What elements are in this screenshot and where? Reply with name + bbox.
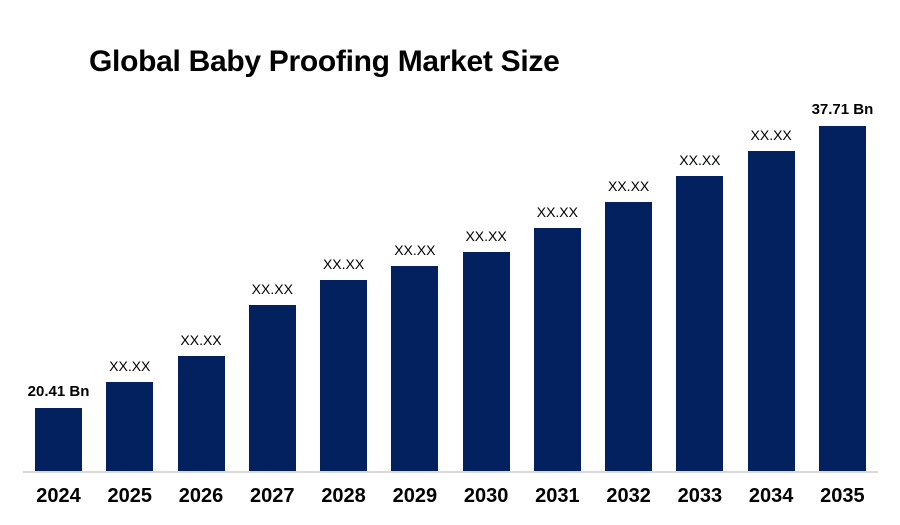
- value-label: XX.XX: [750, 127, 792, 143]
- bar: [818, 126, 866, 471]
- value-label: XX.XX: [251, 281, 293, 297]
- x-axis-label-cell: 2033: [676, 486, 723, 506]
- bar: [391, 266, 439, 471]
- bar-column: XX.XX: [106, 358, 154, 471]
- value-label: XX.XX: [465, 228, 507, 244]
- year-label: 2026: [178, 485, 224, 507]
- bar-column: XX.XX: [391, 242, 439, 471]
- year-label: 2028: [321, 485, 366, 507]
- bar: [106, 382, 154, 471]
- x-axis-label-cell: 2032: [605, 486, 652, 506]
- value-label: XX.XX: [322, 256, 365, 272]
- bar: [462, 252, 510, 471]
- bar: [35, 408, 82, 471]
- x-axis-label-cell: 2034: [748, 486, 795, 506]
- chart-title: Global Baby Proofing Market Size: [89, 45, 560, 78]
- bar-column: XX.XX: [462, 228, 510, 471]
- year-label: 2025: [107, 485, 153, 507]
- x-axis-label-cell: 2026: [178, 486, 225, 506]
- value-label: XX.XX: [679, 152, 721, 168]
- x-axis-labels: 2024 2025 2026 2027 2028 2029 2030 2031 2032 2033…: [35, 486, 866, 506]
- x-axis-label-cell: 2029: [391, 486, 438, 506]
- value-label: XX.XX: [180, 332, 222, 348]
- bar-chart-plot-area: 20.41 Bn XX.XX XX.XX XX.XX XX.XX XX.XX XX.XX XX…: [28, 0, 873, 471]
- value-label: XX.XX: [109, 358, 151, 374]
- bar-column: 37.71 Bn: [812, 102, 873, 471]
- year-label: 2024: [36, 485, 81, 507]
- year-label: 2031: [535, 485, 580, 507]
- value-label: 20.41 Bn: [27, 383, 90, 400]
- bar-column: XX.XX: [533, 204, 581, 471]
- bar-column: XX.XX: [177, 332, 225, 471]
- bar: [248, 305, 296, 471]
- bar-column: XX.XX: [747, 127, 795, 471]
- value-label: 37.71 Bn: [811, 101, 874, 118]
- bar: [177, 356, 225, 471]
- bar-column: 20.41 Bn: [28, 384, 89, 471]
- x-axis-label-cell: 2025: [106, 486, 153, 506]
- year-label: 2033: [677, 485, 723, 507]
- value-label: XX.XX: [536, 204, 578, 220]
- x-axis-label-cell: 2027: [249, 486, 296, 506]
- x-axis-label-cell: 2028: [320, 486, 367, 506]
- value-label: XX.XX: [608, 178, 650, 194]
- year-label: 2034: [748, 485, 794, 507]
- year-label: 2029: [392, 485, 438, 507]
- bar: [533, 228, 581, 471]
- bar: [676, 176, 724, 471]
- year-label: 2032: [606, 485, 651, 507]
- bar: [747, 151, 795, 471]
- x-axis-label-cell: 2035: [819, 486, 866, 506]
- year-label: 2027: [250, 485, 295, 507]
- x-axis-line: [23, 471, 878, 473]
- bar: [605, 202, 653, 471]
- x-axis-label-cell: 2030: [463, 486, 510, 506]
- bar-column: XX.XX: [248, 281, 296, 471]
- year-label: 2030: [463, 485, 509, 507]
- bar: [320, 280, 368, 471]
- value-label: XX.XX: [394, 242, 436, 258]
- bar-column: XX.XX: [605, 178, 653, 471]
- x-axis-label-cell: 2024: [35, 486, 82, 506]
- bar-column: XX.XX: [676, 152, 724, 471]
- x-axis-label-cell: 2031: [534, 486, 581, 506]
- bar-column: XX.XX: [320, 256, 368, 471]
- year-label: 2035: [820, 485, 865, 507]
